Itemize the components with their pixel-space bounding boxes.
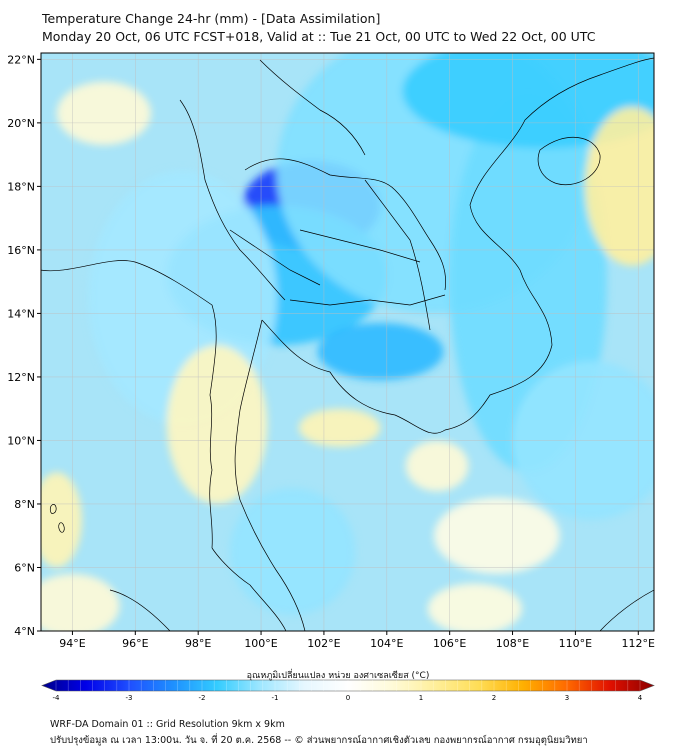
lat-tick-label: 10°N: [7, 434, 35, 447]
lon-tick-label: 104°E: [370, 637, 403, 650]
colorbar-tick-label: -2: [199, 694, 206, 702]
field-anomaly-2: [317, 322, 444, 381]
lat-tick-label: 20°N: [7, 117, 35, 130]
lat-tick-label: 4°N: [14, 625, 35, 638]
lon-tick-label: 100°E: [244, 637, 277, 650]
lat-tick-label: 14°N: [7, 307, 35, 320]
field-anomaly-17: [427, 583, 522, 631]
colorbar-tick-label: 4: [638, 694, 643, 702]
lon-tick-label: 96°E: [122, 637, 148, 650]
lon-tick-label: 102°E: [307, 637, 340, 650]
colorbar-tick-label: -4: [53, 694, 61, 702]
field-anomaly-11: [166, 345, 268, 504]
field-anomaly-12: [298, 408, 381, 447]
colorbar-tick-label: -3: [126, 694, 133, 702]
map-title: Temperature Change 24-hr (mm) - [Data As…: [42, 11, 381, 26]
lon-tick-label: 94°E: [59, 637, 85, 650]
colorbar-label: อุณหภูมิเปลี่ยนแปลง หน่วย องศาเซลเซียส (…: [246, 671, 430, 681]
field-anomaly-13: [405, 440, 469, 492]
field-anomaly-15: [41, 573, 120, 631]
colorbar-tick-label: 2: [492, 694, 496, 702]
lon-tick-label: 98°E: [185, 637, 211, 650]
field-anomaly-10: [56, 81, 152, 146]
lat-tick-label: 12°N: [7, 371, 35, 384]
lat-tick-label: 18°N: [7, 180, 35, 193]
lon-tick-label: 112°E: [622, 637, 655, 650]
map-frame: [40, 52, 655, 632]
coastlines-and-borders: [41, 57, 654, 631]
footer-credit: ปรับปรุงข้อมูล ณ เวลา 13:00น. วัน จ. ที่…: [50, 735, 588, 746]
colorbar-tick-label: -1: [272, 694, 279, 702]
lat-tick-label: 16°N: [7, 244, 35, 257]
map-subtitle: Monday 20 Oct, 06 UTC FCST+018, Valid at…: [42, 29, 596, 44]
lon-tick-label: 110°E: [559, 637, 592, 650]
lon-tick-label: 108°E: [496, 637, 529, 650]
field-anomaly-14: [41, 472, 82, 568]
field-anomaly-8: [229, 488, 356, 616]
lon-tick-label: 106°E: [433, 637, 466, 650]
colorbar: -4 -3 -2 -1 0 1 2 3 4: [41, 679, 655, 702]
colorbar-tick-label: 1: [419, 694, 423, 702]
lat-lon-gridlines: [41, 53, 654, 631]
field-anomaly-16: [433, 497, 560, 574]
footer-model-info: WRF-DA Domain 01 :: Grid Resolution 9km …: [50, 719, 285, 730]
lat-tick-label: 22°N: [7, 53, 35, 66]
colorbar-tick-label: 3: [565, 694, 569, 702]
field-anomaly-5: [402, 53, 654, 149]
lat-tick-label: 6°N: [14, 561, 35, 574]
axis-ticks: 22°N 20°N 18°N 16°N 14°N 12°N 10°N 8°N 6°N 4°N 94°…: [7, 53, 655, 650]
lat-tick-label: 8°N: [14, 498, 35, 511]
colorbar-tick-label: 0: [346, 694, 350, 702]
